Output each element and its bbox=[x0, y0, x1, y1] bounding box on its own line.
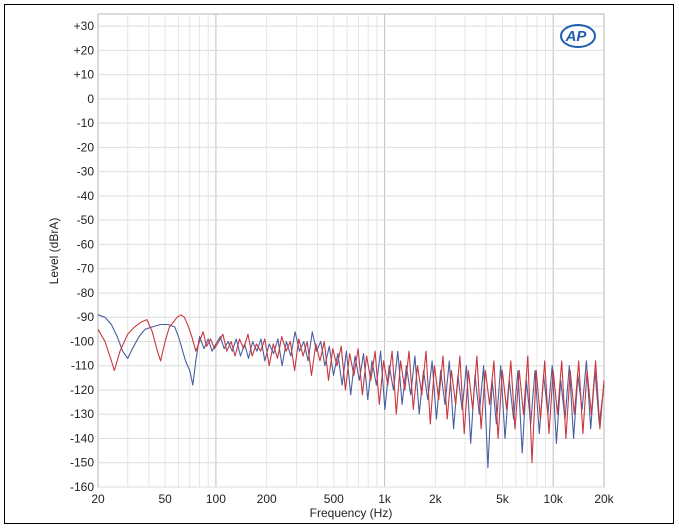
y-tick-label: -50 bbox=[77, 213, 95, 227]
minor-gridlines bbox=[127, 14, 554, 487]
ap-logo-swoosh bbox=[560, 24, 596, 48]
x-tick-label: 100 bbox=[206, 492, 226, 506]
x-tick-label: 20 bbox=[91, 492, 105, 506]
x-tick-labels: 20 50 100 200 500 1k 2k 5k 10k 20k bbox=[91, 492, 614, 506]
y-tick-labels: +30 +20 +10 0 -10 -20 -30 -40 -50 -60 -70 -80 -90 -10… bbox=[70, 19, 94, 494]
y-tick-label: -130 bbox=[70, 407, 94, 421]
y-tick-label: -150 bbox=[70, 456, 94, 470]
ap-logo: AP bbox=[560, 24, 596, 48]
y-tick-label: -160 bbox=[70, 480, 94, 494]
y-tick-label: -10 bbox=[77, 116, 95, 130]
x-tick-label: 50 bbox=[158, 492, 172, 506]
ap-logo-text: AP bbox=[565, 28, 588, 45]
major-gridlines bbox=[98, 14, 604, 488]
chart-frame: +30 +20 +10 0 -10 -20 -30 -40 -50 -60 -70 -80 -90 -10… bbox=[4, 4, 674, 524]
x-tick-label: 2k bbox=[429, 492, 443, 506]
y-axis-title: Level (dBrA) bbox=[47, 218, 61, 285]
y-tick-label: -30 bbox=[77, 165, 95, 179]
x-tick-label: 5k bbox=[496, 492, 510, 506]
series-line-2 bbox=[97, 314, 605, 464]
y-tick-label: -60 bbox=[77, 237, 95, 251]
x-tick-label: 500 bbox=[324, 492, 344, 506]
y-tick-label: -120 bbox=[70, 383, 94, 397]
plot-area bbox=[97, 13, 605, 488]
y-tick-label: -100 bbox=[70, 334, 94, 348]
y-tick-label: +30 bbox=[74, 19, 95, 33]
x-tick-label: 10k bbox=[544, 492, 564, 506]
y-tick-label: -90 bbox=[77, 310, 95, 324]
x-tick-label: 200 bbox=[257, 492, 277, 506]
x-axis-title: Frequency (Hz) bbox=[310, 506, 393, 520]
x-tick-label: 20k bbox=[594, 492, 614, 506]
y-tick-label: +20 bbox=[74, 43, 95, 57]
y-tick-label: -70 bbox=[77, 262, 95, 276]
frequency-response-chart: +30 +20 +10 0 -10 -20 -30 -40 -50 -60 -70 -80 -90 -10… bbox=[47, 13, 615, 520]
y-tick-label: +10 bbox=[74, 68, 95, 82]
y-tick-label: -110 bbox=[71, 359, 94, 373]
series-layer bbox=[97, 314, 605, 469]
series-line-1 bbox=[97, 314, 605, 469]
y-tick-label: -140 bbox=[70, 431, 94, 445]
y-tick-label: -40 bbox=[77, 189, 95, 203]
y-tick-label: 0 bbox=[87, 92, 94, 106]
x-tick-label: 1k bbox=[378, 492, 392, 506]
y-tick-label: -80 bbox=[77, 286, 95, 300]
y-tick-label: -20 bbox=[77, 140, 95, 154]
